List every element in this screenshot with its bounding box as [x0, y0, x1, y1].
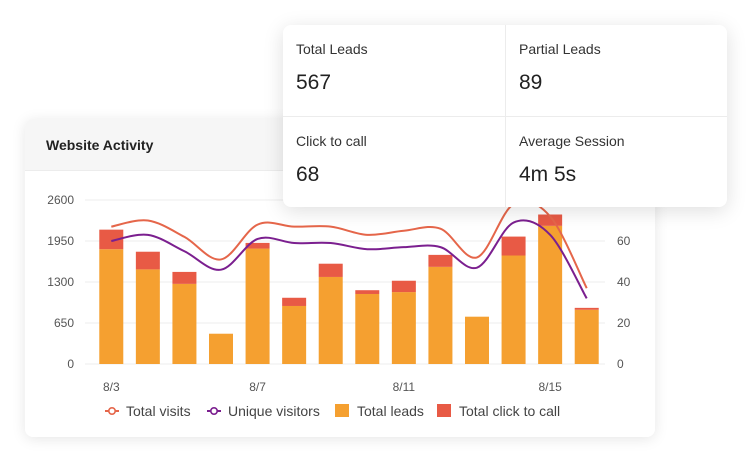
bar-total-click-to-call — [428, 254, 453, 267]
bar-total-click-to-call — [574, 307, 599, 310]
y-right-tick-label: 0 — [617, 357, 624, 371]
bar-total-click-to-call — [391, 280, 416, 293]
legend-swatch-icon — [335, 404, 349, 417]
bar-total-click-to-call — [99, 229, 124, 250]
x-tick-label: 8/3 — [103, 380, 120, 394]
legend-label: Total visits — [126, 403, 191, 419]
stat-value: 4m 5s — [519, 163, 577, 186]
bar-total-leads — [465, 316, 489, 364]
chart-title: Website Activity — [46, 136, 154, 153]
stat-click-to-call: Click to call 68 — [283, 116, 505, 207]
stat-label: Total Leads — [296, 41, 368, 57]
y-left-tick-label: 1300 — [47, 275, 74, 289]
stats-card: Total Leads 567 Partial Leads 89 Click t… — [283, 25, 727, 207]
stat-partial-leads: Partial Leads 89 — [505, 25, 727, 116]
stat-value: 89 — [519, 71, 543, 94]
website-activity-chart: 0 650 1300 1950 2600 0 20 40 60 8/3 8/7 8/11 8/15 Tot… — [47, 193, 631, 419]
legend-label: Unique visitors — [228, 403, 320, 419]
y-right-tick-label: 60 — [617, 234, 631, 248]
bar-total-leads — [282, 305, 307, 364]
legend-item: Total leads — [335, 403, 424, 419]
legend-swatch-icon — [437, 404, 451, 417]
bar-total-leads — [391, 292, 416, 364]
bar-total-click-to-call — [135, 251, 160, 270]
legend-marker-icon — [108, 406, 117, 415]
y-left-tick-label: 0 — [67, 357, 74, 371]
stat-value: 68 — [296, 163, 320, 186]
bar-total-leads — [538, 225, 563, 364]
bar-total-click-to-call — [355, 290, 380, 294]
bar-total-leads — [209, 333, 233, 364]
bar-total-leads — [355, 293, 380, 364]
y-left-tick-label: 2600 — [47, 193, 74, 207]
line-unique-visitors — [111, 219, 588, 299]
legend-label: Total click to call — [459, 403, 560, 419]
bar-total-leads — [245, 248, 270, 364]
y-left-tick-label: 1950 — [47, 234, 74, 248]
bar-total-leads — [501, 255, 526, 364]
legend-marker-icon — [210, 406, 219, 415]
y-right-tick-label: 20 — [617, 316, 631, 330]
x-tick-label: 8/15 — [538, 380, 562, 394]
y-left-tick-label: 650 — [54, 316, 74, 330]
bar-total-click-to-call — [172, 271, 197, 284]
stat-label: Partial Leads — [519, 41, 601, 57]
bar-total-leads — [428, 266, 453, 364]
x-tick-label: 8/11 — [393, 380, 416, 394]
stat-value: 567 — [296, 71, 332, 94]
legend-item: Total click to call — [437, 403, 560, 419]
bar-total-leads — [172, 283, 197, 364]
bar-total-click-to-call — [318, 263, 343, 277]
stat-total-leads: Total Leads 567 — [283, 25, 505, 116]
legend-item: Total visits — [105, 403, 191, 419]
bar-total-leads — [99, 249, 124, 364]
stat-average-session: Average Session 4m 5s — [505, 116, 727, 207]
y-right-tick-label: 40 — [617, 275, 631, 289]
bar-total-click-to-call — [538, 214, 563, 226]
legend-item: Unique visitors — [207, 403, 320, 419]
bar-total-click-to-call — [245, 242, 270, 249]
bar-total-click-to-call — [282, 297, 307, 306]
bar-total-leads — [135, 269, 160, 364]
bar-total-leads — [574, 309, 599, 364]
stat-label: Average Session — [519, 133, 625, 149]
bar-total-click-to-call — [501, 236, 526, 256]
legend-label: Total leads — [357, 403, 424, 419]
stat-label: Click to call — [296, 133, 367, 149]
bar-total-leads — [318, 276, 343, 364]
x-tick-label: 8/7 — [249, 380, 266, 394]
